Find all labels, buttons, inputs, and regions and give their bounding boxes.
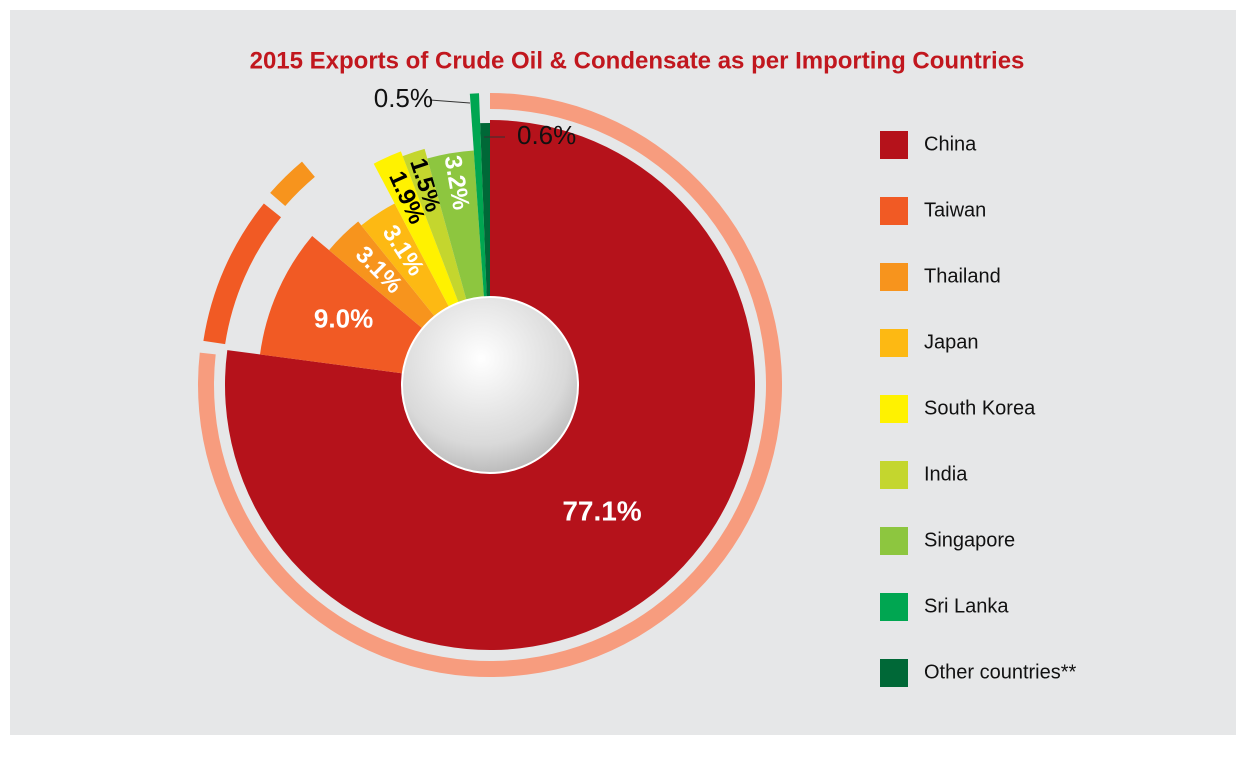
legend-label: Japan <box>924 331 979 353</box>
legend-label: China <box>924 133 977 155</box>
chart-title: 2015 Exports of Crude Oil & Condensate a… <box>250 47 1025 74</box>
legend-swatch <box>880 593 908 621</box>
legend-label: Other countries** <box>924 661 1077 683</box>
legend-label: Sri Lanka <box>924 595 1009 617</box>
outer-ring <box>203 203 282 345</box>
data-label: 0.6% <box>517 120 576 150</box>
hub <box>401 296 579 474</box>
data-label: 77.1% <box>562 495 641 526</box>
outer-ring <box>270 161 315 206</box>
legend-swatch <box>880 131 908 159</box>
legend-label: South Korea <box>924 397 1036 419</box>
legend-swatch <box>880 527 908 555</box>
legend-label: Taiwan <box>924 199 986 221</box>
legend-swatch <box>880 263 908 291</box>
legend-label: India <box>924 463 968 485</box>
legend-label: Singapore <box>924 529 1015 551</box>
legend-label: Thailand <box>924 265 1001 287</box>
data-label: 9.0% <box>314 303 373 333</box>
legend-swatch <box>880 197 908 225</box>
legend-swatch <box>880 329 908 357</box>
legend-swatch <box>880 395 908 423</box>
legend-swatch <box>880 659 908 687</box>
leader-line <box>429 99 471 104</box>
legend-swatch <box>880 461 908 489</box>
data-label: 0.5% <box>374 83 433 113</box>
